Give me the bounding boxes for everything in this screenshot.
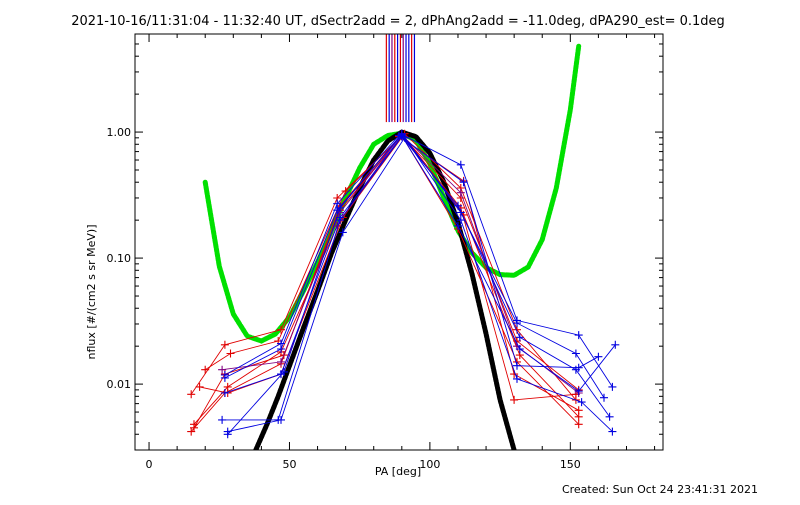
data-point-marker: [195, 382, 204, 391]
data-point-marker: [600, 393, 608, 402]
data-point-marker: [574, 387, 583, 396]
data-point-marker: [456, 216, 465, 225]
data-point-marker: [574, 406, 583, 415]
y-tick-label: 0.10: [107, 252, 132, 265]
data-point-marker: [513, 319, 521, 328]
data-point-marker: [220, 371, 229, 379]
x-tick-label: 50: [282, 458, 296, 471]
series-line: [227, 132, 605, 435]
data-point-marker: [277, 339, 285, 348]
data-point-marker: [336, 203, 344, 212]
data-point-marker: [397, 129, 406, 138]
data-point-marker: [277, 357, 285, 366]
data-point-marker: [608, 382, 617, 391]
data-point-marker: [571, 349, 580, 358]
data-point-marker: [515, 333, 524, 342]
series-line: [224, 133, 613, 388]
data-point-marker: [190, 420, 198, 429]
x-tick-label: 100: [419, 458, 440, 471]
plot-data-group: [187, 34, 620, 450]
fit-curve: [253, 129, 517, 450]
data-point-marker: [608, 427, 617, 436]
data-point-marker: [611, 340, 620, 349]
data-point-marker: [187, 390, 196, 399]
data-point-marker: [515, 345, 524, 353]
data-point-marker: [456, 160, 465, 169]
y-axis-label: nflux [#/(cm2 s sr MeV)]: [85, 225, 98, 360]
data-point-marker: [226, 349, 235, 358]
data-point-marker: [333, 199, 342, 208]
data-point-marker: [456, 208, 465, 217]
x-tick-label: 150: [560, 458, 581, 471]
series-line: [224, 135, 616, 394]
series-line: [193, 134, 580, 429]
series-line: [222, 134, 579, 394]
series-line: [193, 135, 579, 425]
data-point-marker: [187, 427, 196, 436]
data-point-marker: [456, 188, 465, 197]
y-tick-label: 0.01: [107, 378, 132, 391]
data-point-marker: [510, 395, 519, 404]
data-point-marker: [574, 420, 583, 429]
data-point-marker: [218, 365, 227, 374]
x-tick-label: 0: [146, 458, 153, 471]
plot-area: [134, 33, 664, 451]
data-point-marker: [574, 331, 583, 340]
data-point-marker: [220, 340, 229, 349]
data-point-marker: [223, 430, 232, 439]
data-point-marker: [571, 365, 580, 374]
plot-frame: [134, 33, 664, 451]
data-point-marker: [454, 221, 462, 230]
data-point-marker: [279, 367, 288, 376]
series-line: [227, 136, 613, 433]
data-point-marker: [513, 374, 521, 383]
data-point-marker: [274, 415, 283, 424]
y-tick-label: 1.00: [107, 126, 132, 139]
data-point-marker: [338, 228, 347, 237]
series-line: [222, 135, 610, 421]
data-point-marker: [223, 382, 232, 391]
series-line: [190, 133, 576, 432]
data-point-marker: [577, 398, 586, 407]
data-point-marker: [513, 361, 521, 370]
series-line: [199, 133, 577, 401]
chart-title: 2021-10-16/11:31:04 - 11:32:40 UT, dSect…: [71, 14, 725, 29]
data-point-marker: [605, 412, 614, 421]
series-line: [224, 134, 599, 376]
created-timestamp: Created: Sun Oct 24 23:41:31 2021: [562, 483, 758, 496]
data-point-marker: [594, 352, 603, 361]
data-point-marker: [218, 415, 227, 424]
x-axis-label: PA [deg]: [375, 465, 421, 478]
data-point-marker: [459, 178, 468, 187]
data-point-marker: [336, 216, 344, 225]
data-point-marker: [220, 389, 229, 397]
data-point-marker: [201, 365, 210, 374]
axis-ticks: 0 50 100 150 0.01 0.10 1.00: [107, 33, 663, 471]
